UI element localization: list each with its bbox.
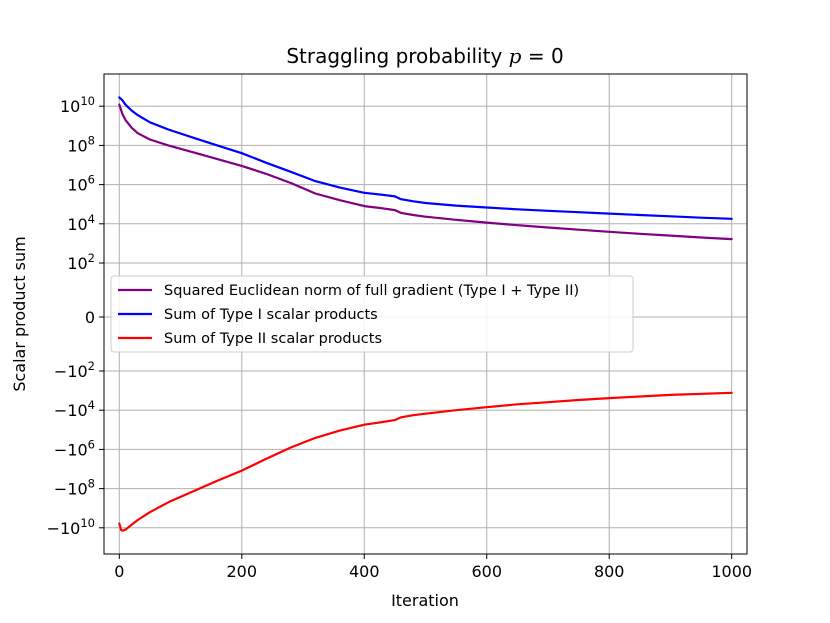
y-tick-base: 10 [67,136,87,155]
y-tick-label: −106 [54,437,95,459]
grid [104,74,747,554]
y-tick-base: 10 [60,97,80,116]
y-tick-label: −1010 [47,516,95,538]
x-tick-label: 1000 [711,562,752,581]
y-tick-label: 102 [67,251,95,273]
y-tick-exponent: 10 [80,516,95,530]
x-tick-label: 400 [349,562,380,581]
legend-label-type-2: Sum of Type II scalar products [164,331,382,347]
y-tick-label: 106 [67,173,95,195]
y-tick-label: 0 [85,308,95,327]
series-line-3 [118,391,733,532]
y-tick-base: 10 [67,176,87,195]
x-ticks: 0 200 400 600 800 1000 [114,554,752,581]
y-tick-base: 10 [67,401,87,420]
legend-box [110,275,634,353]
y-tick-label: −104 [54,398,95,420]
y-tick-base: 10 [67,440,87,459]
x-tick-label: 200 [227,562,258,581]
y-tick-exponent: 6 [88,173,95,187]
y-tick-base: 10 [67,254,87,273]
y-tick-base: 10 [67,215,87,234]
y-tick-base: 10 [67,480,87,499]
y-tick-label: −108 [54,477,95,499]
y-tick-exponent: 4 [88,398,95,412]
y-tick-base: 0 [85,308,95,327]
y-tick-label: 108 [67,133,95,155]
chart-title: Straggling probability p = 0 [286,44,563,68]
y-tick-exponent: 6 [88,437,95,451]
y-tick-sign: − [54,480,67,499]
x-tick-label: 800 [594,562,625,581]
y-tick-sign: − [54,440,67,459]
y-tick-sign: − [47,519,60,538]
x-tick-label: 0 [114,562,124,581]
y-tick-base: 10 [60,519,80,538]
y-tick-exponent: 2 [88,359,95,373]
series-layer [118,96,733,532]
y-tick-exponent: 8 [88,477,95,491]
x-axis-title: Iteration [391,591,459,610]
y-tick-exponent: 2 [88,251,95,265]
legend: Squared Euclidean norm of full gradient … [110,275,634,353]
series-line-2 [118,96,733,220]
legend-label-full-gradient: Squared Euclidean norm of full gradient … [164,283,579,299]
y-tick-sign: − [54,401,67,420]
x-tick-label: 600 [471,562,502,581]
y-tick-label: −102 [54,359,95,381]
y-tick-sign: − [54,362,67,381]
y-tick-base: 10 [67,362,87,381]
y-axis-title: Scalar product sum [10,236,29,391]
y-tick-exponent: 10 [80,94,95,108]
y-tick-label: 104 [67,212,95,234]
y-tick-exponent: 4 [88,212,95,226]
legend-label-type-1: Sum of Type I scalar products [164,307,378,323]
plot-frame [103,73,748,555]
y-tick-label: 1010 [60,94,95,116]
series-line-1 [118,103,733,241]
y-tick-exponent: 8 [88,133,95,147]
